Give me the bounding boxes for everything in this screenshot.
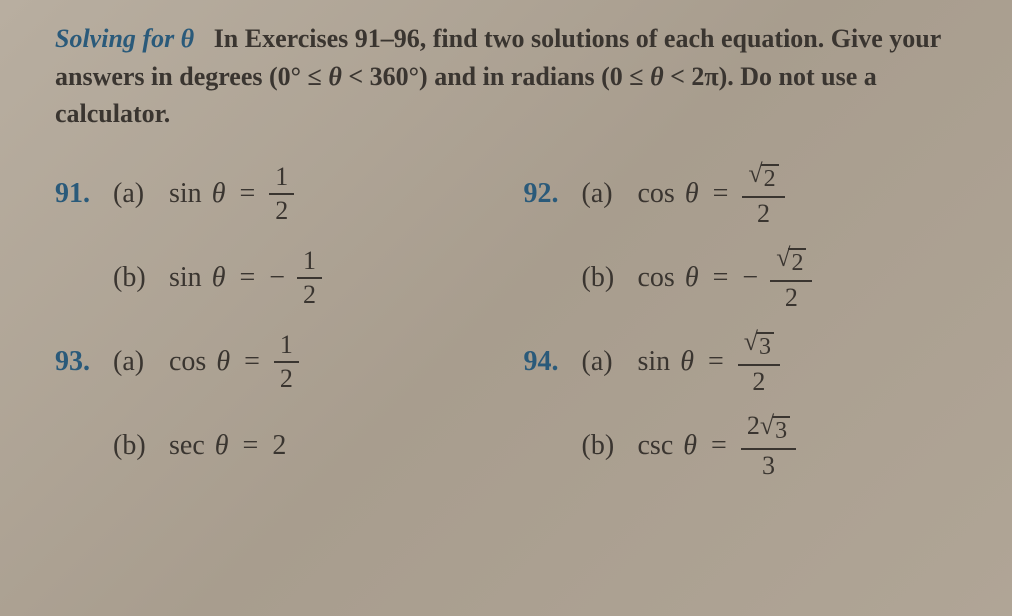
- problem-91a: 91. (a) sin θ = 1 2: [55, 161, 504, 227]
- part-label: (a): [582, 178, 626, 210]
- problem-number: 93.: [55, 346, 101, 378]
- equation: sin θ = − 1 2: [169, 248, 322, 308]
- problem-number: 94.: [524, 346, 570, 378]
- problem-number: 91.: [55, 178, 101, 210]
- part-label: (a): [582, 346, 626, 378]
- part-label: (a): [113, 178, 157, 210]
- fraction: √3 2: [738, 329, 780, 394]
- problem-92b: 00. (b) cos θ = − √2 2: [524, 245, 973, 311]
- sqrt: √2: [748, 164, 778, 192]
- section-heading: Solving for θ: [55, 24, 194, 53]
- theta-symbol: θ: [328, 62, 342, 91]
- problem-94a: 94. (a) sin θ = √3 2: [524, 329, 973, 395]
- part-label: (b): [582, 430, 626, 462]
- equation: cos θ = √2 2: [638, 161, 785, 226]
- fraction: 2√3 3: [741, 413, 796, 478]
- sqrt: √2: [776, 248, 806, 276]
- instructions-paragraph: Solving for θ In Exercises 91–96, find t…: [55, 20, 972, 133]
- equation: csc θ = 2√3 3: [638, 413, 797, 478]
- equation: cos θ = 1 2: [169, 332, 299, 392]
- theta-symbol: θ: [650, 62, 664, 91]
- problem-92a: 92. (a) cos θ = √2 2: [524, 161, 973, 227]
- sqrt: √3: [760, 416, 790, 444]
- equation: sin θ = 1 2: [169, 164, 294, 224]
- problem-number: 92.: [524, 178, 570, 210]
- part-label: (b): [113, 262, 157, 294]
- fraction: 1 2: [274, 332, 299, 392]
- instructions-text-2: < 360°) and in radians (0 ≤: [342, 62, 650, 91]
- equation: sec θ = 2: [169, 430, 286, 462]
- fraction: 1 2: [297, 248, 322, 308]
- part-label: (b): [582, 262, 626, 294]
- fraction: √2 2: [770, 245, 812, 310]
- problem-94b: 00. (b) csc θ = 2√3 3: [524, 413, 973, 479]
- equation: sin θ = √3 2: [638, 329, 781, 394]
- equation: cos θ = − √2 2: [638, 245, 813, 310]
- fraction: √2 2: [742, 161, 784, 226]
- sqrt: √3: [744, 332, 774, 360]
- problems-grid: 91. (a) sin θ = 1 2 92. (a) cos θ = √2 2…: [55, 161, 972, 479]
- problem-93b: 00. (b) sec θ = 2: [55, 413, 504, 479]
- part-label: (a): [113, 346, 157, 378]
- fraction: 1 2: [269, 164, 294, 224]
- problem-91b: 00. (b) sin θ = − 1 2: [55, 245, 504, 311]
- problem-93a: 93. (a) cos θ = 1 2: [55, 329, 504, 395]
- part-label: (b): [113, 430, 157, 462]
